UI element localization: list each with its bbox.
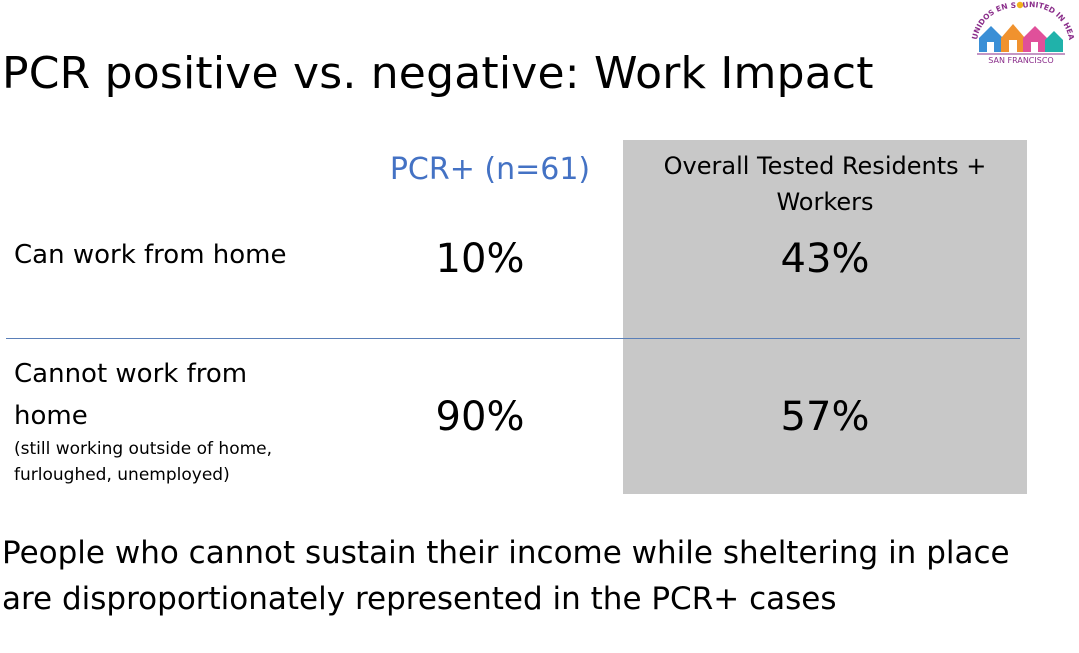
row1-overall-value: 43% xyxy=(780,236,870,282)
footer-line1: People who cannot sustain their income w… xyxy=(2,535,1010,571)
row2-sub-line2: furloughed, unemployed) xyxy=(14,465,230,485)
house-pink-icon xyxy=(1023,26,1047,52)
footer-statement: People who cannot sustain their income w… xyxy=(2,530,1010,622)
slide-title: PCR positive vs. negative: Work Impact xyxy=(2,48,874,99)
row-label-can-work-from-home: Can work from home xyxy=(14,240,287,270)
row-divider xyxy=(6,338,1020,339)
row2-pcr-positive-value: 90% xyxy=(435,394,525,440)
sun-icon xyxy=(1016,1,1024,9)
house-blue-icon xyxy=(979,26,1003,52)
row2-sublabel: (still working outside of home, furlough… xyxy=(14,436,272,488)
row2-label-line2: home xyxy=(14,401,88,431)
house-teal-icon xyxy=(1045,31,1063,52)
row-label-cannot-work-from-home: Cannot work from home xyxy=(14,353,247,437)
pcr-positive-header: PCR+ (n=61) xyxy=(389,152,591,187)
overall-header-line1: Overall Tested Residents + xyxy=(663,152,987,180)
row2-overall-value: 57% xyxy=(780,394,870,440)
house-orange-icon xyxy=(1001,24,1025,52)
logo-bottom-text: SAN FRANCISCO xyxy=(988,56,1053,65)
footer-line2: are disproportionately represented in th… xyxy=(2,581,837,617)
overall-column-background xyxy=(623,140,1027,494)
row2-label-line1: Cannot work from xyxy=(14,359,248,389)
row2-sub-line1: (still working outside of home, xyxy=(14,439,273,459)
unidos-en-salud-logo: UNIDOS EN SALUD UNITED IN HEALTH SAN FRA… xyxy=(965,0,1075,65)
overall-header-line2: Workers xyxy=(776,188,874,216)
overall-header: Overall Tested Residents + Workers xyxy=(623,148,1027,220)
row1-pcr-positive-value: 10% xyxy=(435,236,525,282)
